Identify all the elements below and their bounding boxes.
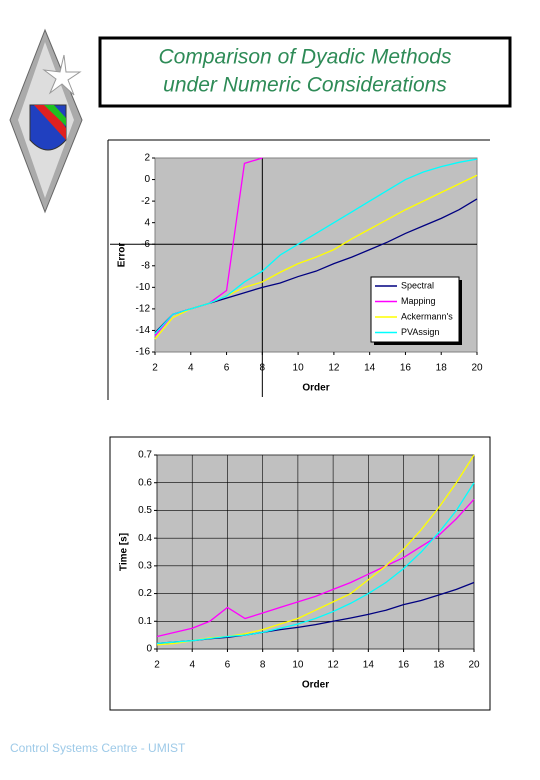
plot-area	[156, 454, 475, 650]
logo	[9, 28, 83, 214]
x-tick-label: 6	[224, 363, 230, 374]
y-tick-label: 0.1	[138, 616, 152, 627]
title-line-2: under Numeric Considerations	[163, 74, 447, 97]
legend-label: Spectral	[401, 280, 434, 290]
title-line-1: Comparison of Dyadic Methods	[159, 46, 452, 69]
y-tick-label: -2	[141, 196, 150, 207]
x-tick-label: 4	[188, 363, 194, 374]
x-tick-label: 14	[364, 363, 376, 374]
y-axis-label: Time [s]	[119, 533, 130, 571]
y-tick-label: -10	[136, 282, 151, 293]
x-tick-label: 10	[292, 660, 304, 671]
footer: Control Systems Centre - UMIST	[10, 741, 186, 755]
x-tick-label: 16	[400, 363, 412, 374]
legend-label: Ackermann's	[401, 311, 453, 321]
x-tick-label: 12	[328, 363, 340, 374]
y-tick-label: 0	[146, 644, 152, 655]
x-tick-label: 14	[363, 660, 375, 671]
y-tick-label: 2	[144, 153, 150, 164]
x-axis-label: Order	[302, 680, 329, 691]
y-tick-label: -16	[136, 347, 151, 358]
y-tick-label: 4	[144, 217, 150, 228]
x-tick-label: 18	[433, 660, 445, 671]
x-axis-label: Order	[302, 383, 329, 394]
x-tick-label: 8	[260, 660, 266, 671]
x-tick-label: 18	[436, 363, 448, 374]
x-tick-label: 20	[471, 363, 483, 374]
y-tick-label: 0.4	[138, 533, 152, 544]
x-tick-label: 6	[225, 660, 231, 671]
title-box	[98, 36, 512, 108]
y-tick-label: 0.5	[138, 505, 152, 516]
x-tick-label: 4	[189, 660, 195, 671]
y-tick-label: 0.2	[138, 588, 152, 599]
legend-label: PVAssign	[401, 327, 439, 337]
legend-label: Mapping	[401, 296, 436, 306]
series-line	[156, 498, 475, 638]
x-tick-label: 12	[328, 660, 340, 671]
x-tick-label: 2	[152, 363, 158, 374]
series-line	[154, 158, 478, 335]
y-tick-label: -12	[136, 304, 151, 315]
y-tick-label: -8	[141, 260, 150, 271]
x-tick-label: 16	[398, 660, 410, 671]
x-tick-label: 20	[468, 660, 480, 671]
y-tick-label: 0.7	[138, 450, 152, 461]
y-tick-label: -14	[136, 325, 151, 336]
y-tick-label: 0.3	[138, 560, 152, 571]
series-line	[156, 482, 475, 645]
legend	[370, 276, 460, 343]
y-tick-label: 0	[144, 174, 150, 185]
y-axis-label: Error	[117, 243, 128, 268]
x-tick-label: 10	[293, 363, 305, 374]
y-tick-label: 0.6	[138, 477, 152, 488]
x-tick-label: 2	[154, 660, 160, 671]
